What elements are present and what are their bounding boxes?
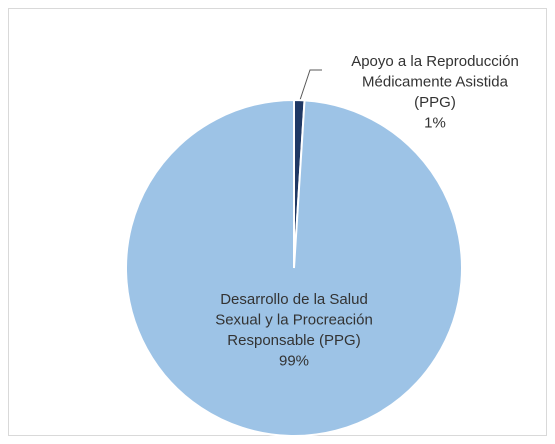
value-label: 1% xyxy=(424,114,446,131)
slice-label: Apoyo a la Reproducción Médicamente Asist… xyxy=(351,53,519,111)
slice-label: Desarrollo de la Salud Sexual y la Procre… xyxy=(215,291,373,349)
value-label: 99% xyxy=(279,352,309,369)
pie-slice xyxy=(125,98,463,437)
leader-line xyxy=(299,69,322,101)
